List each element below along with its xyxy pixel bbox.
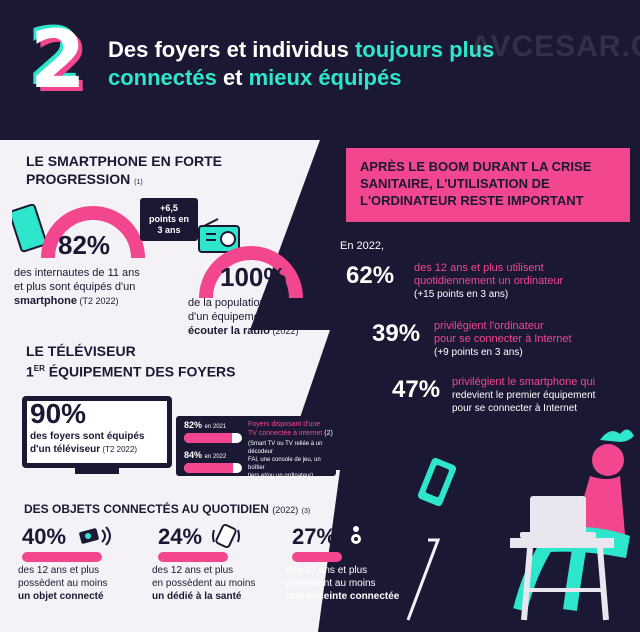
computer-stat-3-pct: 47%	[392, 376, 441, 403]
computer-stat-2-desc: privilégient l'ordinateur pour se connec…	[434, 320, 572, 358]
object-2-bar	[158, 552, 228, 562]
computer-stat-3-desc: privilégient le smartphone qui redevient…	[452, 376, 596, 414]
watermark: AVCESAR.COM	[470, 30, 640, 63]
computer-stat-1-pct: 62%	[346, 262, 395, 289]
object-1-bar	[22, 552, 102, 562]
bar-2022	[184, 463, 242, 473]
object-1-pct: 40%	[22, 524, 67, 549]
radio-icon	[198, 218, 240, 253]
tv-stand	[75, 468, 119, 474]
radio-gauge	[199, 246, 303, 299]
computer-box	[346, 148, 630, 222]
tv-desc: des foyers sont équipés d'un téléviseur …	[30, 431, 145, 455]
smartphone-gauge	[41, 206, 145, 259]
object-2-desc: des 12 ans et plus en possèdent au moins…	[152, 565, 256, 602]
connected-tv-desc: (Smart TV ou TV reliée à un décodeur FAI…	[248, 441, 323, 479]
smartphone-desc: des internautes de 11 ans et plus sont é…	[14, 267, 140, 307]
smartphone-heading: LE SMARTPHONE EN FORTE PROGRESSION (1)	[26, 153, 223, 187]
objects-heading: DES OBJETS CONNECTÉS AU QUOTIDIEN (2022)…	[24, 502, 311, 516]
person-laptop-illustration	[406, 429, 634, 621]
tv-pct: 90%	[30, 398, 87, 429]
bar-2021	[184, 433, 242, 443]
connected-tv-title: Foyers disposant d'une TV connectée à in…	[248, 421, 333, 437]
radio-desc: de la population dispose d'un équipement…	[188, 297, 307, 337]
computer-stat-2-pct: 39%	[372, 320, 421, 347]
growth-bubble: +6,5 points en 3 ans	[140, 198, 198, 241]
speaker-icon	[348, 522, 364, 546]
object-1-desc: des 12 ans et plus possèdent au moins un…	[18, 565, 108, 602]
tv-frame	[22, 396, 172, 468]
object-3-bar	[292, 552, 342, 562]
computer-heading: APRÈS LE BOOM DURANT LA CRISE SANITAIRE,…	[360, 159, 592, 208]
computer-stat-1-desc: des 12 ans et plus utilisent quotidienne…	[414, 262, 564, 300]
page-title: Des foyers et individus toujours plus co…	[108, 37, 495, 90]
object-3-pct: 27%	[292, 524, 337, 549]
smartphone-icon	[12, 204, 48, 253]
section-number: 2	[30, 13, 86, 106]
radio-pct: 100%	[220, 262, 287, 292]
smartwatch-icon	[212, 523, 240, 549]
bar-2022-label: 84% en 2022	[184, 450, 227, 460]
computer-intro: En 2022,	[340, 240, 385, 252]
smartphone-pct: 82%	[58, 230, 111, 260]
camera-icon	[79, 526, 111, 546]
bar-2021-label: 82% en 2021	[184, 420, 227, 430]
object-2-pct: 24%	[158, 524, 203, 549]
tv-heading: LE TÉLÉVISEUR 1ER ÉQUIPEMENT DES FOYERS	[26, 343, 236, 380]
object-3-desc: des 12 ans et plus possèdent au moins un…	[286, 565, 400, 602]
